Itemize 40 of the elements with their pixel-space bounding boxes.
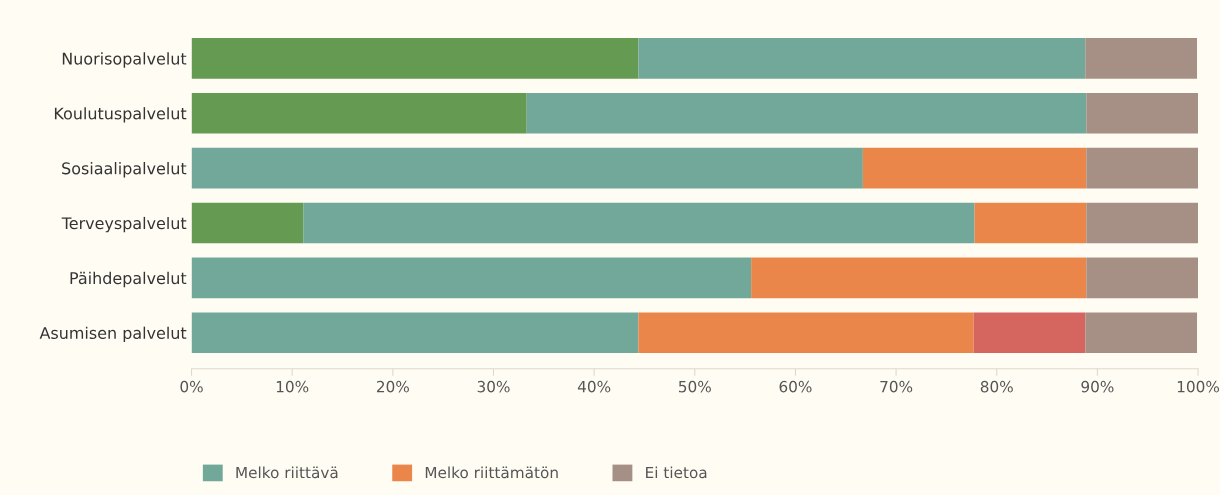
bar xyxy=(973,312,1086,354)
bar xyxy=(1086,147,1199,189)
x-tick-label: 90% xyxy=(1081,380,1114,393)
x-tick-label: 40% xyxy=(577,380,611,393)
x-tick-label: 0% xyxy=(180,380,203,393)
x-tick-label: 70% xyxy=(880,380,913,393)
x-tick-label: 100% xyxy=(1177,380,1220,393)
x-tick-label: 60% xyxy=(779,380,812,393)
bar xyxy=(638,312,974,354)
x-tick-label: 80% xyxy=(980,380,1013,393)
x-tick-label: 30% xyxy=(477,380,510,393)
bar xyxy=(862,147,1087,189)
y-tick-label: Päihdepalvelut xyxy=(70,271,187,288)
bar xyxy=(191,202,304,244)
bar xyxy=(303,202,975,244)
bar xyxy=(638,38,1086,79)
y-tick-label: Koulutuspalvelut xyxy=(54,107,187,123)
bar xyxy=(191,92,527,134)
x-tick-label: 20% xyxy=(376,380,409,393)
legend-label: Melko riittämätön xyxy=(425,466,558,479)
y-tick-label: Terveyspalvelut xyxy=(61,216,187,233)
bar xyxy=(1085,38,1198,79)
bar xyxy=(1085,312,1198,354)
x-tick-label: 10% xyxy=(276,380,309,393)
bar xyxy=(974,202,1087,244)
bar xyxy=(1086,202,1199,244)
y-tick-label: Asumisen palvelut xyxy=(39,326,187,343)
x-tick-label: 50% xyxy=(678,380,711,393)
bar xyxy=(751,257,1087,299)
legend-label: Ei tietoa xyxy=(646,466,707,479)
bar xyxy=(191,38,639,79)
y-tick-label: Nuorisopalvelut xyxy=(62,52,187,68)
bar xyxy=(526,92,1087,134)
bar xyxy=(1086,92,1199,134)
y-tick-label: Sosiaalipalvelut xyxy=(62,162,187,178)
bar xyxy=(191,257,752,299)
bar xyxy=(191,147,863,189)
bar xyxy=(1086,257,1199,299)
bar xyxy=(191,312,639,354)
legend-label: Melko riittävä xyxy=(236,466,338,479)
